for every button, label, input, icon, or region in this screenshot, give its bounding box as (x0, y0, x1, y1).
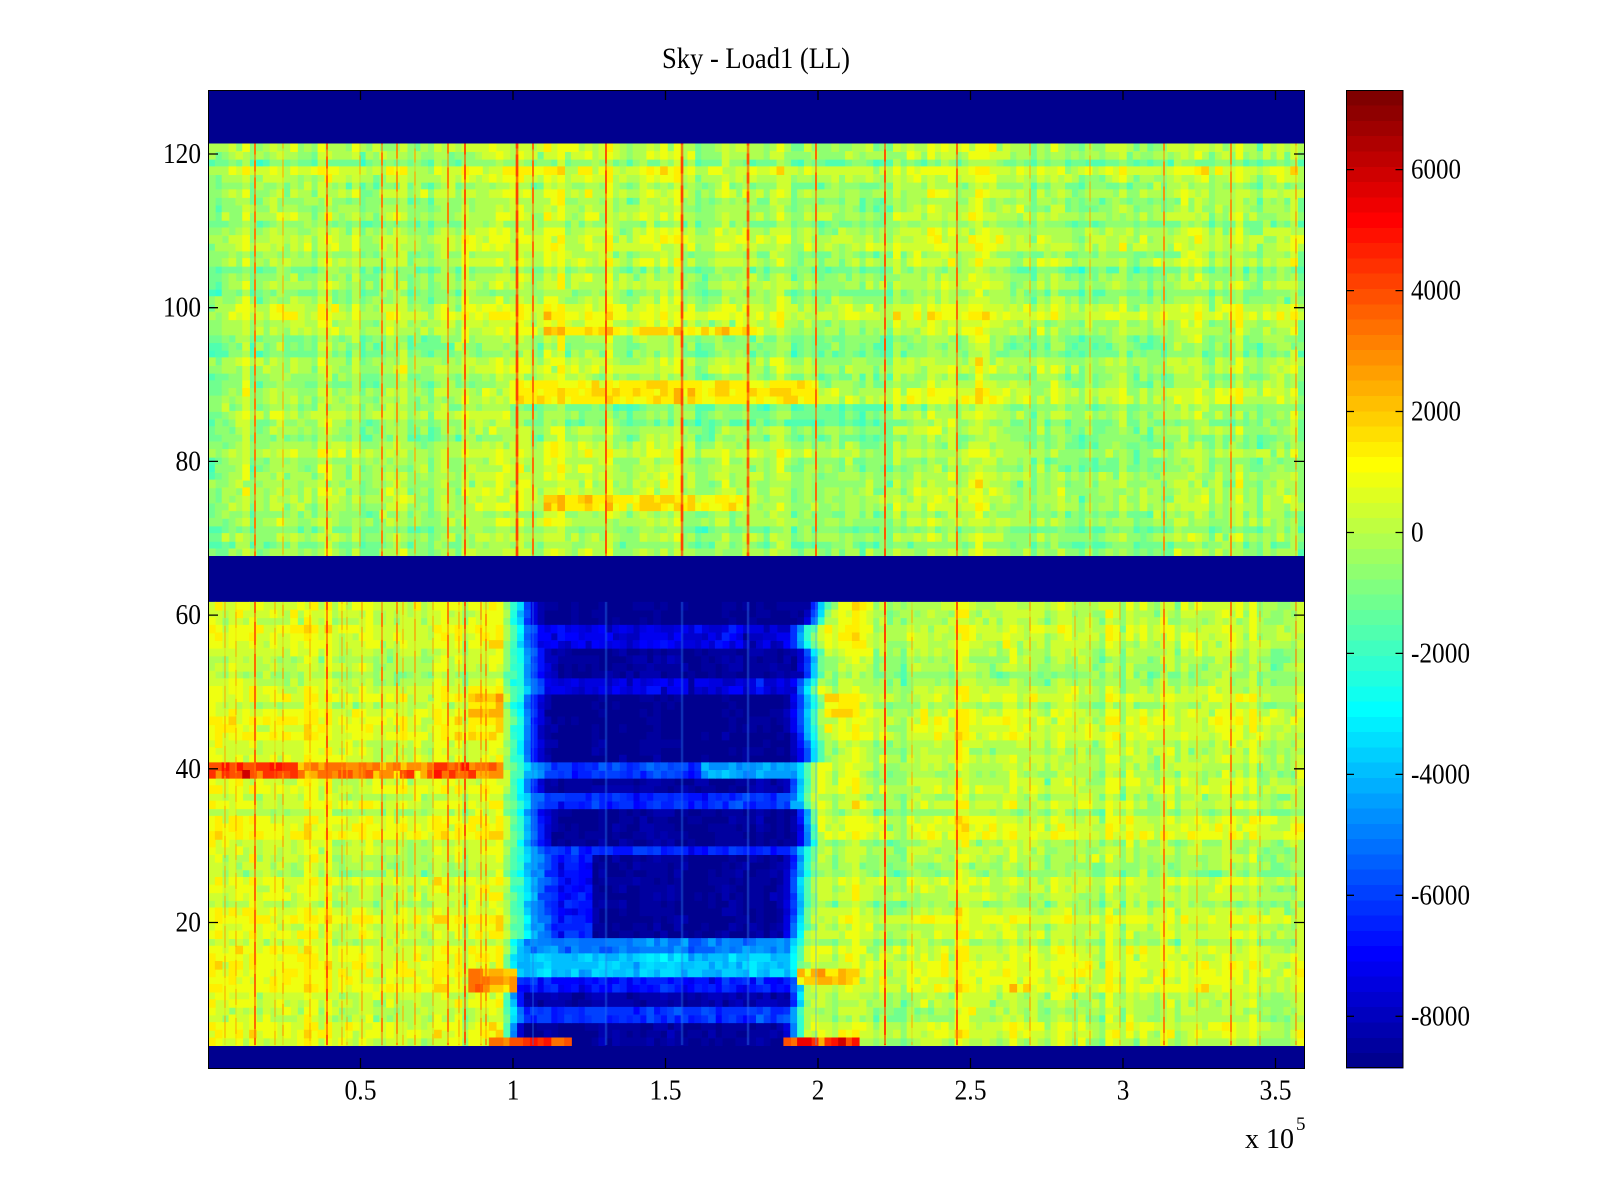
svg-text:40: 40 (176, 753, 202, 785)
svg-text:5: 5 (1296, 1114, 1306, 1135)
svg-text:4000: 4000 (1411, 275, 1461, 307)
svg-text:80: 80 (176, 445, 202, 477)
svg-text:-4000: -4000 (1411, 758, 1470, 790)
svg-text:2: 2 (812, 1075, 825, 1107)
svg-text:120: 120 (163, 138, 201, 170)
svg-text:3.5: 3.5 (1260, 1075, 1292, 1107)
svg-text:3: 3 (1117, 1075, 1130, 1107)
svg-text:-6000: -6000 (1411, 879, 1470, 911)
svg-text:0: 0 (1411, 517, 1424, 549)
svg-text:2.5: 2.5 (955, 1075, 987, 1107)
svg-text:100: 100 (163, 292, 201, 324)
svg-text:6000: 6000 (1411, 154, 1461, 186)
svg-text:20: 20 (176, 907, 202, 939)
svg-text:2000: 2000 (1411, 396, 1461, 428)
svg-text:Sky - Load1 (LL): Sky - Load1 (LL) (662, 42, 850, 75)
svg-text:60: 60 (176, 599, 202, 631)
svg-text:1.5: 1.5 (650, 1075, 682, 1107)
svg-text:x 10: x 10 (1245, 1124, 1294, 1155)
svg-text:-2000: -2000 (1411, 637, 1470, 669)
svg-text:1: 1 (507, 1075, 520, 1107)
svg-text:-8000: -8000 (1411, 1000, 1470, 1032)
svg-text:0.5: 0.5 (345, 1075, 377, 1107)
